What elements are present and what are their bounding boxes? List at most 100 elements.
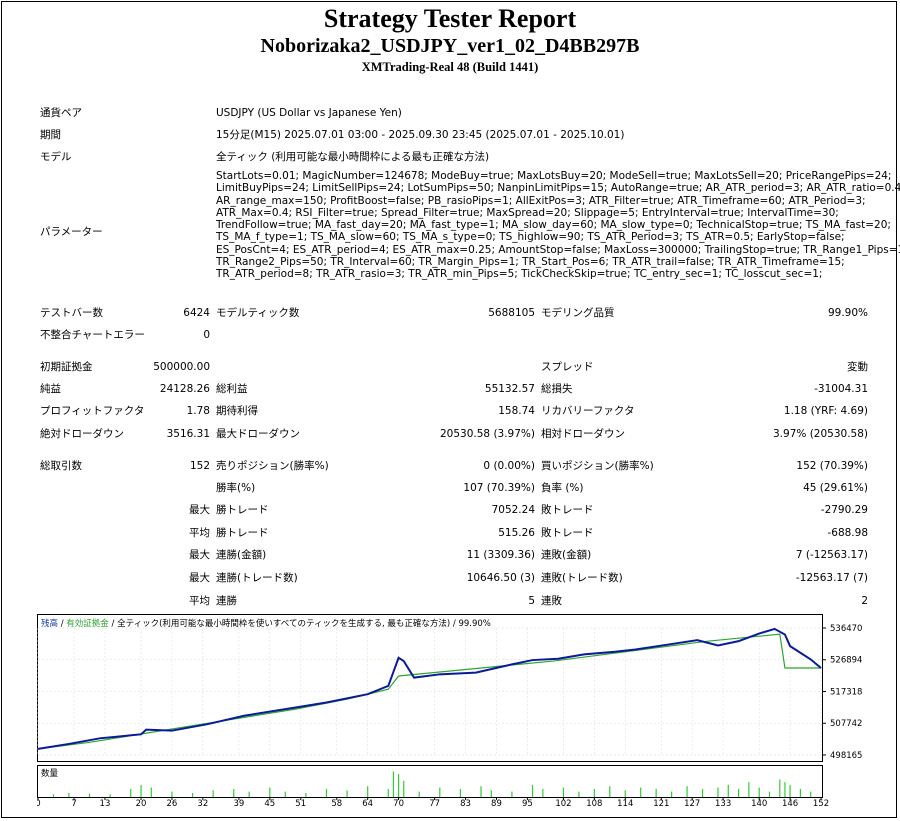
param-line: TS_MA_f_type=1; TS_MA_slow=60; TS_MA_s_t… [216, 231, 845, 244]
build-info: XMTrading-Real 48 (Build 1441) [361, 60, 539, 74]
y-tick-label: 526894 [830, 656, 862, 666]
consec-losses-count-label: 連敗(トレード数) [541, 572, 623, 584]
x-tick-label: 133 [715, 799, 731, 806]
x-tick-label: 7 [71, 799, 76, 806]
avg-consec-losses-value: 2 [861, 595, 868, 607]
consec-wins-count-value: 10646.50 (3) [466, 572, 535, 584]
gross-loss-label: 総損失 [541, 383, 573, 395]
x-tick-label: 0 [37, 799, 41, 806]
total-trades-value: 152 [189, 460, 210, 472]
bars-label: テストバー数 [40, 307, 103, 319]
consec-wins-amount-label: 連勝(金額) [216, 549, 267, 561]
deposit-label: 初期証拠金 [40, 361, 93, 373]
net-profit-value: 24128.26 [159, 383, 210, 395]
consec-losses-amount-value: 7 (-12563.17) [795, 549, 868, 561]
volume-label: 数量 [41, 768, 59, 779]
x-tick-label: 108 [586, 799, 602, 806]
x-tick-label: 20 [136, 799, 147, 806]
symbol-value: USDJPY (US Dollar vs Japanese Yen) [216, 107, 402, 119]
x-tick-label: 51 [295, 799, 306, 806]
avg-consec-wins-label: 連勝 [216, 595, 237, 607]
spread-value: 変動 [847, 361, 868, 373]
avg-consec-wins-value: 5 [528, 595, 535, 607]
win-rate-label: 勝率(%) [216, 482, 256, 494]
win-rate-value: 107 (70.39%) [463, 482, 535, 494]
y-tick-label: 517318 [830, 687, 862, 697]
params-label: パラメーター [40, 226, 103, 238]
ticks-label: モデルティック数 [216, 307, 300, 319]
rel-drawdown-value: 3.97% (20530.58) [773, 428, 868, 440]
average-label: 平均 [189, 595, 210, 607]
avg-loss-label: 敗トレード [541, 527, 594, 539]
long-positions-label: 買いポジション(勝率%) [541, 460, 654, 472]
avg-win-value: 515.26 [498, 527, 535, 539]
x-tick-label: 64 [362, 799, 373, 806]
avg-win-label: 勝トレード [216, 527, 269, 539]
x-tick-label: 152 [813, 799, 829, 806]
profit-factor-label: プロフィットファクタ [40, 405, 145, 417]
x-tick-label: 45 [264, 799, 275, 806]
x-tick-label: 89 [491, 799, 502, 806]
largest-loss-label: 敗トレード [541, 504, 594, 516]
x-tick-label: 83 [460, 799, 471, 806]
short-positions-label: 売りポジション(勝率%) [216, 460, 329, 472]
average-label: 平均 [189, 527, 210, 539]
model-label: モデル [40, 151, 72, 163]
y-tick-label: 536470 [830, 624, 862, 634]
short-positions-value: 0 (0.00%) [483, 460, 535, 472]
gross-profit-label: 総利益 [216, 383, 248, 395]
max-drawdown-value: 20530.58 (3.97%) [440, 428, 535, 440]
x-tick-label: 121 [653, 799, 669, 806]
x-tick-label: 140 [751, 799, 767, 806]
x-tick-label: 58 [331, 799, 342, 806]
x-tick-label: 13 [100, 799, 111, 806]
balance-chart: 536470 526894 517318 507742 498165 残高 / 有効証拠… [37, 614, 862, 806]
largest-loss-value: -2790.29 [820, 504, 868, 516]
param-line: AR_range_max=150; ProfitBoost=false; PB_… [216, 194, 866, 207]
largest-label: 最大 [189, 549, 210, 561]
abs-drawdown-label: 絶対ドローダウン [40, 428, 124, 440]
deposit-value: 500000.00 [153, 361, 210, 373]
chart-legend: 残高 / 有効証拠金 / 全ティック(利用可能な最小時間枠を使いすべてのティック… [41, 618, 491, 629]
loss-rate-label: 負率 (%) [541, 482, 584, 494]
y-tick-label: 498165 [830, 751, 862, 761]
recovery-factor-value: 1.18 (YRF: 4.69) [783, 405, 868, 417]
consec-wins-count-label: 連勝(トレード数) [216, 572, 298, 584]
x-tick-label: 77 [429, 799, 440, 806]
expected-payoff-label: 期待利得 [216, 405, 258, 417]
x-tick-label: 32 [197, 799, 208, 806]
x-tick-label: 127 [684, 799, 700, 806]
avg-loss-value: -688.98 [827, 527, 868, 539]
max-drawdown-label: 最大ドローダウン [216, 428, 300, 440]
y-axis: 536470 526894 517318 507742 498165 [822, 624, 862, 761]
consec-losses-amount-label: 連敗(金額) [541, 549, 592, 561]
param-line: StartLots=0.01; MagicNumber=124678; Mode… [216, 170, 892, 182]
volume-bars [52, 771, 812, 797]
x-tick-label: 70 [393, 799, 404, 806]
profit-factor-value: 1.78 [186, 405, 210, 417]
x-tick-label: 114 [617, 799, 633, 806]
legend-balance: 残高 [41, 618, 58, 629]
avg-consec-losses-label: 連敗 [541, 595, 562, 607]
long-positions-value: 152 (70.39%) [796, 460, 868, 472]
param-line: TR_ATR_period=8; TR_ATR_rasio=3; TR_ATR_… [216, 268, 823, 281]
x-tick-label: 102 [555, 799, 571, 806]
mismatch-label: 不整合チャートエラー [40, 329, 145, 341]
mismatch-value: 0 [203, 329, 210, 341]
param-line: ATR_Max=0.4; RSI_Filter=true; Spread_Fil… [216, 206, 839, 219]
expert-name: Noborizaka2_USDJPY_ver1_02_D4BB297B [260, 35, 640, 57]
gross-loss-value: -31004.31 [814, 383, 868, 395]
x-tick-label: 146 [782, 799, 798, 806]
largest-win-label: 勝トレード [216, 504, 269, 516]
balance-panel [37, 614, 823, 762]
expected-payoff-value: 158.74 [498, 405, 535, 417]
consec-losses-count-value: -12563.17 (7) [795, 572, 868, 584]
net-profit-label: 純益 [40, 383, 61, 395]
volume-panel: 数量 [37, 765, 823, 798]
quality-label: モデリング品質 [541, 307, 615, 319]
balance-series-line [37, 633, 821, 750]
param-line: ES_PosCnt=4; ES_ATR_period=4; ES_ATR_max… [216, 243, 900, 256]
largest-label: 最大 [189, 572, 210, 584]
legend-quality: 99.90% [458, 619, 490, 629]
